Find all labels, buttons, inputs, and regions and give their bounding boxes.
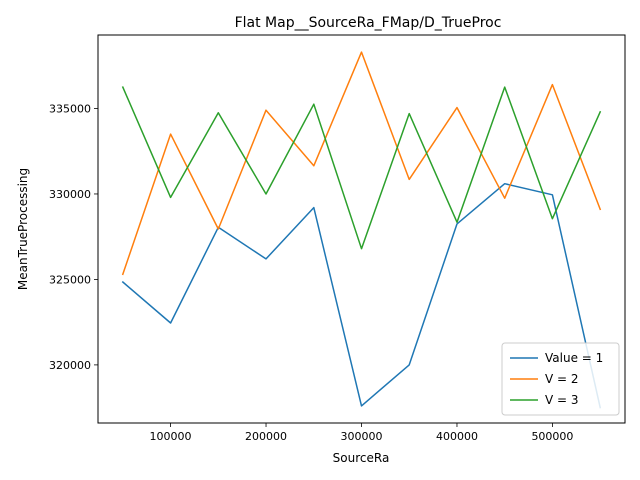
- chart-title: Flat Map__SourceRa_FMap/D_TrueProc: [235, 15, 502, 31]
- x-axis: 100000 200000 300000 400000 500000: [150, 423, 573, 443]
- x-tick-label: 100000: [150, 430, 192, 443]
- x-tick-label: 200000: [245, 430, 287, 443]
- y-tick-label: 330000: [49, 188, 91, 201]
- legend-label: V = 2: [545, 372, 579, 386]
- y-axis-label: MeanTrueProcessing: [16, 168, 30, 290]
- x-axis-label: SourceRa: [333, 451, 390, 465]
- series-line-3: [121, 86, 602, 250]
- y-tick-label: 335000: [49, 102, 91, 115]
- y-axis: 320000 325000 330000 335000: [49, 102, 98, 372]
- x-tick-label: 300000: [341, 430, 383, 443]
- legend: Value = 1 V = 2 V = 3: [501, 342, 620, 416]
- y-tick-label: 320000: [49, 359, 91, 372]
- plot-lines: [121, 51, 602, 409]
- y-tick-label: 325000: [49, 273, 91, 286]
- x-tick-label: 500000: [531, 430, 573, 443]
- legend-label: V = 3: [545, 393, 579, 407]
- legend-label: Value = 1: [545, 351, 603, 365]
- x-tick-label: 400000: [436, 430, 478, 443]
- series-line-2: [121, 51, 602, 276]
- series-line-1: [121, 182, 602, 409]
- legend-box: [501, 342, 620, 416]
